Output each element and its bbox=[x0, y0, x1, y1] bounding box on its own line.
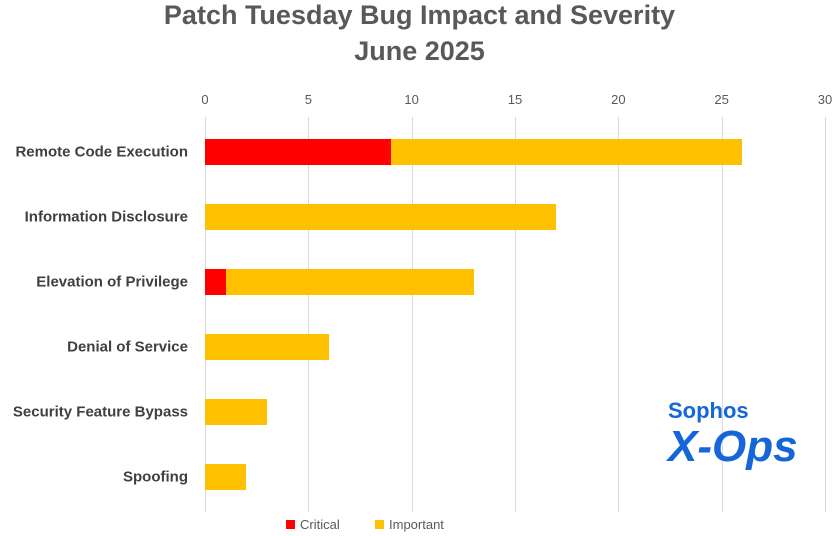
x-tick-label: 5 bbox=[304, 92, 312, 107]
bar-important bbox=[205, 464, 247, 490]
gridline bbox=[825, 117, 826, 512]
gridline bbox=[515, 117, 516, 512]
x-tick-label: 25 bbox=[714, 92, 729, 107]
legend-label-important: Important bbox=[389, 517, 444, 532]
category-label: Spoofing bbox=[123, 468, 188, 486]
legend-swatch-important bbox=[375, 520, 384, 529]
chart-title-line1: Patch Tuesday Bug Impact and Severity bbox=[163, 0, 676, 30]
sophos-xops-logo: Sophos X-Ops bbox=[668, 400, 798, 472]
gridline bbox=[308, 117, 310, 512]
logo-top: Sophos bbox=[668, 398, 749, 423]
bar-important bbox=[225, 269, 474, 295]
x-tick-label: 10 bbox=[404, 92, 419, 107]
bar-important bbox=[205, 334, 329, 360]
bar-important bbox=[205, 204, 557, 230]
bar-critical bbox=[205, 139, 391, 165]
gridline bbox=[721, 117, 723, 512]
x-tick-label: 20 bbox=[611, 92, 626, 107]
gridline bbox=[411, 117, 413, 512]
category-label: Security Feature Bypass bbox=[12, 403, 188, 421]
bar-critical bbox=[205, 269, 226, 295]
gridline bbox=[618, 117, 620, 512]
gridline bbox=[205, 117, 206, 512]
category-label: Denial of Service bbox=[67, 338, 188, 356]
legend-label-critical: Critical bbox=[300, 517, 340, 532]
legend-important: Important bbox=[375, 517, 444, 532]
x-tick-label: 0 bbox=[201, 92, 209, 107]
category-label: Elevation of Privilege bbox=[36, 273, 188, 291]
chart-title-line2: June 2025 bbox=[354, 36, 485, 66]
category-label: Remote Code Execution bbox=[15, 143, 188, 161]
category-label: Information Disclosure bbox=[24, 208, 188, 226]
logo-bottom: X-Ops bbox=[668, 422, 798, 471]
x-tick-label: 30 bbox=[817, 92, 833, 107]
legend-swatch-critical bbox=[286, 520, 295, 529]
bar-important bbox=[391, 139, 743, 165]
bar-important bbox=[205, 399, 267, 425]
x-tick-label: 15 bbox=[507, 92, 523, 107]
legend-critical: Critical bbox=[286, 517, 340, 532]
